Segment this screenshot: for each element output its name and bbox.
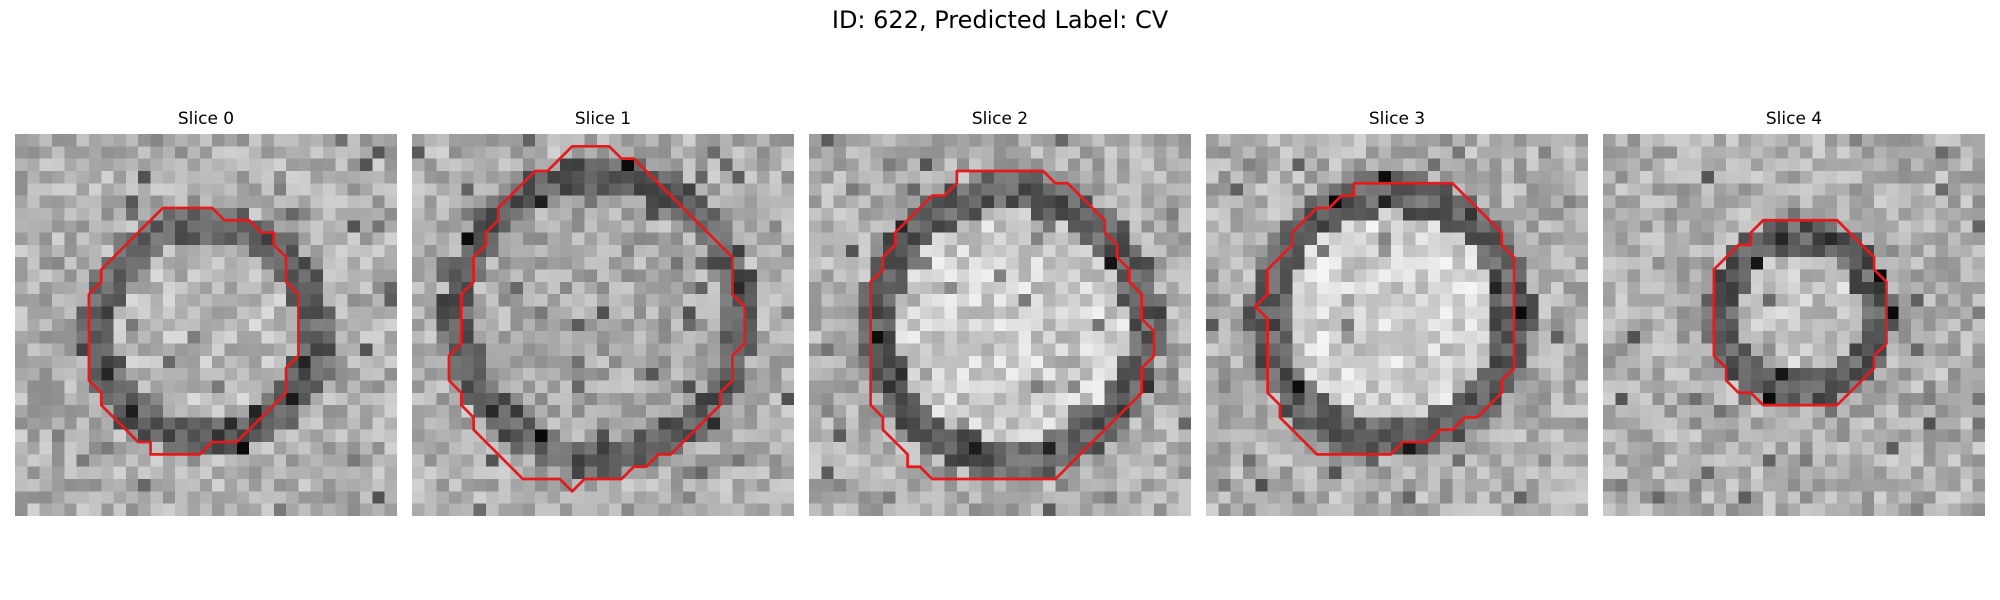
slice-panel-2: Slice 2 [809,108,1191,516]
segmentation-contour [447,144,747,493]
segmentation-contour [87,206,300,456]
texture-pixels [809,134,1191,516]
slice-panel-3: Slice 3 [1206,108,1588,516]
segmentation-contour [1253,181,1516,456]
slice-image-3 [1206,134,1588,516]
slice-title-4: Slice 4 [1765,109,1823,129]
figure-title: ID: 622, Predicted Label: CV [831,6,1169,34]
texture-pixels [412,134,794,516]
slice-panel-1: Slice 1 [412,108,794,516]
slice-panel-4: Slice 4 [1603,108,1985,516]
slice-image-1 [412,134,794,516]
texture-pixels [1206,134,1588,516]
segmentation-contour [1712,218,1888,407]
slice-title-2: Slice 2 [971,109,1029,129]
texture-pixels [15,134,397,516]
slice-title-3: Slice 3 [1368,109,1426,129]
slice-panel-0: Slice 0 [15,108,397,516]
texture-pixels [1603,134,1985,516]
slice-title-0: Slice 0 [177,109,235,129]
slice-title-1: Slice 1 [574,109,632,129]
segmentation-contour [869,169,1156,481]
slice-image-0 [15,134,397,516]
slice-image-2 [809,134,1191,516]
slice-image-4 [1603,134,1985,516]
